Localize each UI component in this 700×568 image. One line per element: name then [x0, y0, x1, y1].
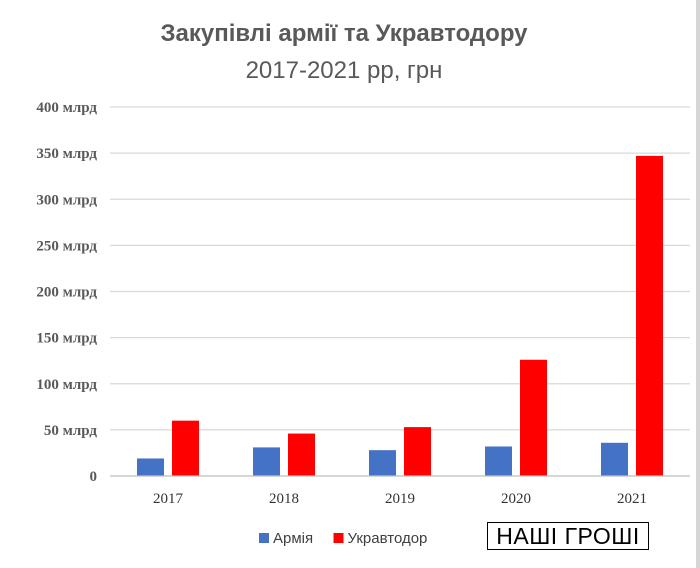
bar-ukravtodor-2018 — [288, 433, 315, 476]
y-tick-label: 250 млрд — [36, 238, 97, 254]
x-tick-label: 2020 — [501, 491, 531, 507]
bar-ukravtodor-2019 — [404, 427, 431, 476]
bar-ukravtodor-2021 — [636, 155, 663, 476]
bars — [137, 155, 663, 476]
legend-swatch — [333, 533, 344, 543]
edge-strip — [696, 0, 700, 568]
chart-title: Закупівлі армії та Укравтодору — [160, 20, 528, 47]
y-tick-label: 300 млрд — [36, 192, 97, 208]
legend-label: Армія — [273, 530, 313, 547]
x-tick-label: 2019 — [385, 491, 415, 507]
y-tick-label: 150 млрд — [36, 331, 97, 347]
y-axis-tick-labels: 0 50 млрд 100 млрд 150 млрд 200 млрд 250 млрд… — [36, 100, 97, 485]
bar-ukravtodor-2017 — [172, 420, 199, 476]
bar-ukravtodor-2020 — [520, 359, 547, 476]
legend: Армія Укравтодор — [259, 530, 427, 547]
chart-subtitle: 2017-2021 рр, грн — [246, 57, 443, 84]
bar-armiya-2021 — [601, 442, 628, 476]
y-tick-label: 50 млрд — [44, 423, 98, 439]
legend-label: Укравтодор — [348, 530, 428, 547]
x-axis-tick-labels: 2017 2018 2019 2020 2021 — [153, 491, 647, 507]
gridlines — [110, 106, 690, 431]
y-tick-label: 200 млрд — [36, 285, 97, 301]
bar-armiya-2019 — [369, 450, 396, 476]
bar-armiya-2017 — [137, 458, 164, 476]
y-tick-label: 400 млрд — [36, 100, 97, 116]
legend-swatch — [259, 533, 269, 543]
bar-armiya-2020 — [485, 446, 512, 476]
nashi-groshi-logo: НАШІ ГРОШІ — [487, 522, 649, 550]
y-tick-label: 350 млрд — [36, 146, 97, 162]
x-tick-label: 2021 — [617, 491, 647, 507]
y-tick-label: 100 млрд — [36, 377, 97, 393]
bar-armiya-2018 — [253, 447, 280, 476]
x-tick-label: 2018 — [269, 491, 299, 507]
y-tick-label: 0 — [90, 469, 98, 485]
x-tick-label: 2017 — [153, 491, 184, 507]
